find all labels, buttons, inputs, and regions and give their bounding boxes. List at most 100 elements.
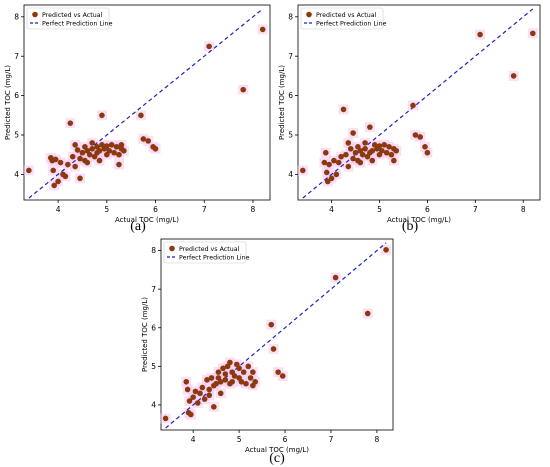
data-point: [245, 363, 252, 370]
data-point: [229, 378, 236, 385]
data-point: [206, 43, 212, 50]
panel-letter: (b): [402, 219, 419, 234]
data-point: [238, 378, 245, 385]
data-point: [424, 149, 431, 156]
plot-frame: [23, 4, 271, 201]
perfect-prediction-line: [165, 242, 387, 429]
data-point: [350, 155, 356, 162]
x-tick-label: 4: [191, 435, 196, 444]
data-point: [322, 149, 329, 156]
data-point: [386, 144, 392, 150]
data-point: [104, 143, 110, 149]
y-tick-label: 6: [288, 91, 293, 100]
data-point: [250, 369, 256, 375]
data-point: [352, 149, 359, 156]
data-point: [215, 369, 222, 375]
legend-marker: [169, 245, 175, 252]
data-point: [252, 378, 258, 385]
data-point: [113, 144, 120, 150]
data-point: [391, 157, 397, 164]
data-point: [206, 392, 213, 399]
data-point: [217, 390, 224, 397]
data-point: [152, 145, 159, 152]
data-point: [106, 147, 113, 154]
data-point: [121, 147, 127, 154]
legend-box: [26, 7, 110, 30]
data-point: [333, 171, 340, 178]
data-point: [268, 321, 275, 328]
data-point: [77, 175, 83, 182]
data-point: [26, 167, 32, 174]
data-point: [99, 112, 105, 119]
chart-panel: 4 5 6 7 8 4 5 6 7 8 Actual TOC (mg/L) Predicted TOC…: [278, 4, 541, 234]
plot-frame: [297, 4, 541, 201]
x-tick-label: 4: [56, 205, 61, 214]
data-point: [74, 147, 81, 153]
data-point: [140, 136, 147, 142]
data-point: [383, 149, 390, 156]
data-point: [422, 144, 428, 150]
data-point: [340, 106, 347, 113]
x-tick-label: 5: [104, 205, 109, 214]
data-point: [362, 140, 368, 146]
legend-box: [163, 241, 247, 264]
y-axis-label: Predicted TOC (mg/L): [278, 65, 286, 140]
data-point: [72, 163, 78, 170]
data-point: [379, 147, 385, 154]
y-tick-label: 7: [288, 52, 293, 61]
legend-label: Predicted vs Actual: [42, 12, 103, 19]
data-point: [67, 120, 74, 126]
data-point: [240, 369, 247, 375]
data-point: [357, 159, 364, 166]
y-tick-label: 4: [14, 170, 19, 179]
data-point: [220, 365, 226, 372]
data-point: [96, 157, 103, 164]
x-tick-label: 7: [473, 205, 478, 214]
data-point: [72, 142, 78, 148]
data-point: [338, 153, 344, 160]
y-tick-label: 7: [151, 285, 156, 294]
data-point: [321, 159, 328, 166]
data-point: [222, 377, 229, 383]
data-point: [116, 151, 122, 158]
data-point: [367, 124, 373, 130]
panel-letter: (c): [269, 451, 285, 466]
data-point: [335, 159, 342, 166]
data-point: [89, 140, 95, 146]
y-tick-label: 8: [288, 12, 293, 21]
data-point: [324, 178, 331, 185]
data-point: [362, 145, 368, 152]
panel-letter: (a): [130, 219, 146, 234]
data-point: [347, 145, 354, 152]
data-point: [77, 155, 83, 162]
data-point: [50, 167, 57, 174]
data-point: [345, 140, 352, 146]
data-point: [477, 31, 483, 38]
perfect-prediction-line: [302, 8, 534, 199]
data-point: [138, 112, 144, 119]
data-point: [343, 151, 349, 158]
legend-box: [300, 7, 384, 30]
x-axis-label: Actual TOC (mg/L): [115, 216, 179, 224]
data-point: [328, 175, 335, 182]
x-axis-label: Actual TOC (mg/L): [387, 216, 451, 224]
data-point: [350, 130, 356, 136]
chart-panel: 4 5 6 7 8 4 5 6 7 8 Actual TOC (mg/L) Predicted TOC…: [4, 4, 271, 234]
legend-label: Perfect Prediction Line: [179, 255, 250, 262]
data-point: [510, 73, 517, 79]
legend-label: Perfect Prediction Line: [42, 21, 113, 28]
data-point: [211, 404, 217, 410]
data-point: [55, 178, 61, 185]
data-point: [323, 169, 330, 176]
data-point: [213, 380, 219, 387]
data-point: [359, 151, 366, 158]
data-point: [108, 142, 115, 148]
data-point: [51, 182, 58, 189]
y-axis-label: Predicted TOC (mg/L): [4, 65, 12, 140]
data-point: [116, 161, 122, 168]
data-point: [222, 371, 229, 377]
data-point: [388, 151, 395, 158]
data-point: [247, 375, 254, 381]
data-point: [279, 373, 286, 379]
data-point: [217, 378, 224, 385]
